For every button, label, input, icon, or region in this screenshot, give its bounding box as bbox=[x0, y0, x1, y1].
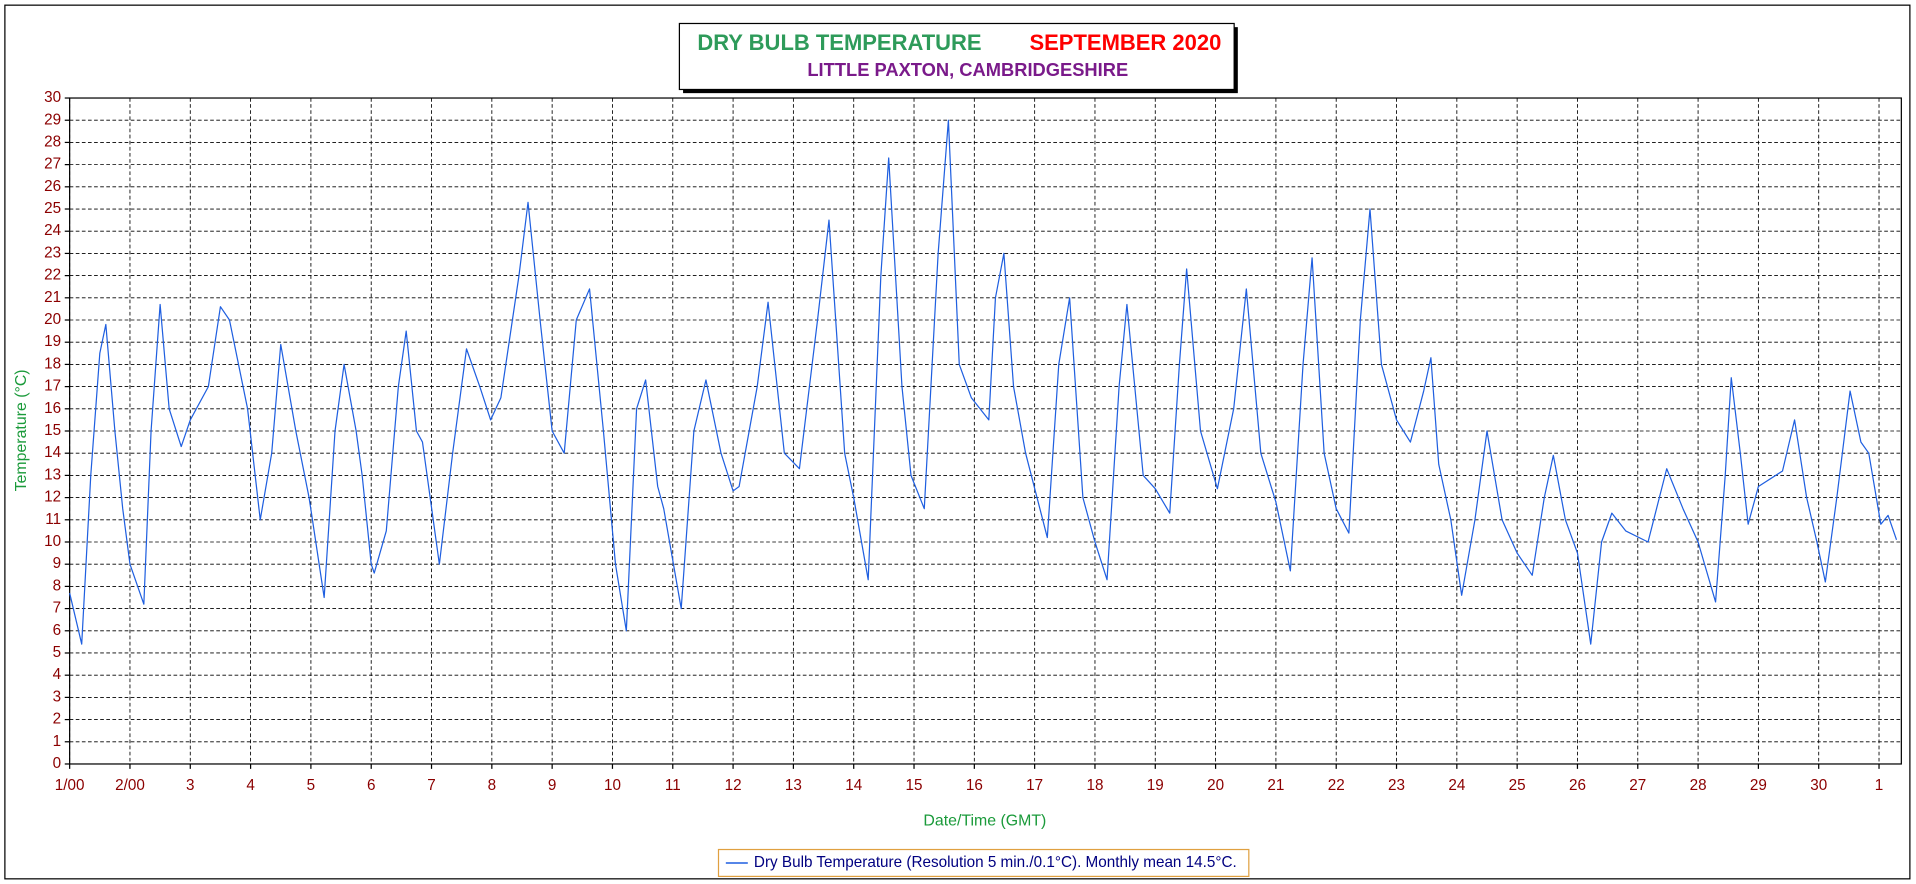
x-tick-label: 27 bbox=[1629, 777, 1646, 794]
x-tick-label: 22 bbox=[1328, 777, 1345, 794]
x-tick-label: 19 bbox=[1147, 777, 1164, 794]
y-tick-label: 28 bbox=[44, 133, 61, 150]
x-tick-label: 20 bbox=[1207, 777, 1224, 794]
y-tick-label: 12 bbox=[44, 489, 61, 506]
y-tick-label: 29 bbox=[44, 111, 61, 128]
x-tick-label: 24 bbox=[1448, 777, 1465, 794]
x-tick-label: 18 bbox=[1086, 777, 1103, 794]
y-tick-label: 4 bbox=[53, 666, 62, 683]
legend-box bbox=[717, 848, 1250, 878]
x-tick-label: 23 bbox=[1388, 777, 1405, 794]
chart-title: DRY BULB TEMPERATURE bbox=[697, 30, 981, 55]
x-tick-label: 5 bbox=[307, 777, 316, 794]
x-tick-label: 14 bbox=[845, 777, 862, 794]
x-tick-label: 1/00 bbox=[55, 777, 85, 794]
x-tick-label: 4 bbox=[246, 777, 255, 794]
y-tick-label: 27 bbox=[44, 156, 61, 173]
y-tick-label: 17 bbox=[44, 378, 61, 395]
x-tick-label: 12 bbox=[725, 777, 742, 794]
y-tick-label: 16 bbox=[44, 400, 61, 417]
y-tick-label: 18 bbox=[44, 355, 61, 372]
data-line bbox=[69, 119, 1898, 645]
x-tick-label: 13 bbox=[785, 777, 802, 794]
x-tick-label: 26 bbox=[1569, 777, 1586, 794]
x-axis-label: Date/Time (GMT) bbox=[923, 813, 1046, 830]
y-tick-label: 2 bbox=[53, 711, 62, 728]
x-tick-label: 29 bbox=[1750, 777, 1767, 794]
y-tick-label: 13 bbox=[44, 466, 61, 483]
y-tick-label: 1 bbox=[53, 733, 62, 750]
plot-area bbox=[69, 98, 1902, 764]
plot-frame bbox=[69, 97, 1902, 765]
x-tick-label: 25 bbox=[1509, 777, 1526, 794]
x-tick-label: 6 bbox=[367, 777, 376, 794]
y-tick-label: 10 bbox=[44, 533, 61, 550]
title-box bbox=[678, 22, 1235, 91]
y-tick-label: 0 bbox=[53, 755, 62, 772]
y-tick-label: 23 bbox=[44, 244, 61, 261]
x-tick-label: 15 bbox=[906, 777, 923, 794]
x-tick-label: 1 bbox=[1875, 777, 1884, 794]
x-tick-label: 9 bbox=[548, 777, 556, 794]
legend-label: Dry Bulb Temperature (Resolution 5 min./… bbox=[754, 854, 1237, 871]
x-tick-label: 3 bbox=[186, 777, 195, 794]
y-tick-label: 9 bbox=[53, 555, 62, 572]
x-tick-label: 28 bbox=[1690, 777, 1707, 794]
y-tick-label: 7 bbox=[53, 600, 62, 617]
chart-title-period: SEPTEMBER 2020 bbox=[1029, 30, 1221, 55]
y-tick-label: 3 bbox=[53, 688, 62, 705]
y-tick-label: 24 bbox=[44, 222, 61, 239]
x-tick-label: 2/00 bbox=[115, 777, 145, 794]
y-tick-label: 20 bbox=[44, 311, 61, 328]
x-tick-label: 16 bbox=[966, 777, 983, 794]
y-tick-label: 11 bbox=[45, 511, 61, 528]
y-tick-label: 15 bbox=[44, 422, 61, 439]
chart-subtitle: LITTLE PAXTON, CAMBRIDGESHIRE bbox=[807, 59, 1128, 80]
y-tick-label: 19 bbox=[44, 333, 61, 350]
x-tick-label: 7 bbox=[427, 777, 436, 794]
y-tick-label: 22 bbox=[44, 267, 61, 284]
y-tick-label: 8 bbox=[53, 577, 62, 594]
y-tick-label: 6 bbox=[53, 622, 62, 639]
y-tick-label: 21 bbox=[44, 289, 61, 306]
y-tick-label: 30 bbox=[44, 89, 61, 106]
x-tick-label: 17 bbox=[1026, 777, 1043, 794]
y-axis-label: Temperature (°C) bbox=[13, 369, 30, 491]
y-tick-label: 5 bbox=[53, 644, 62, 661]
x-tick-label: 10 bbox=[604, 777, 621, 794]
y-tick-label: 26 bbox=[44, 178, 61, 195]
y-tick-label: 25 bbox=[44, 200, 61, 217]
x-tick-label: 30 bbox=[1810, 777, 1827, 794]
x-tick-label: 21 bbox=[1267, 777, 1284, 794]
y-tick-label: 14 bbox=[44, 444, 61, 461]
x-tick-label: 11 bbox=[665, 777, 681, 794]
x-tick-label: 8 bbox=[488, 777, 496, 794]
